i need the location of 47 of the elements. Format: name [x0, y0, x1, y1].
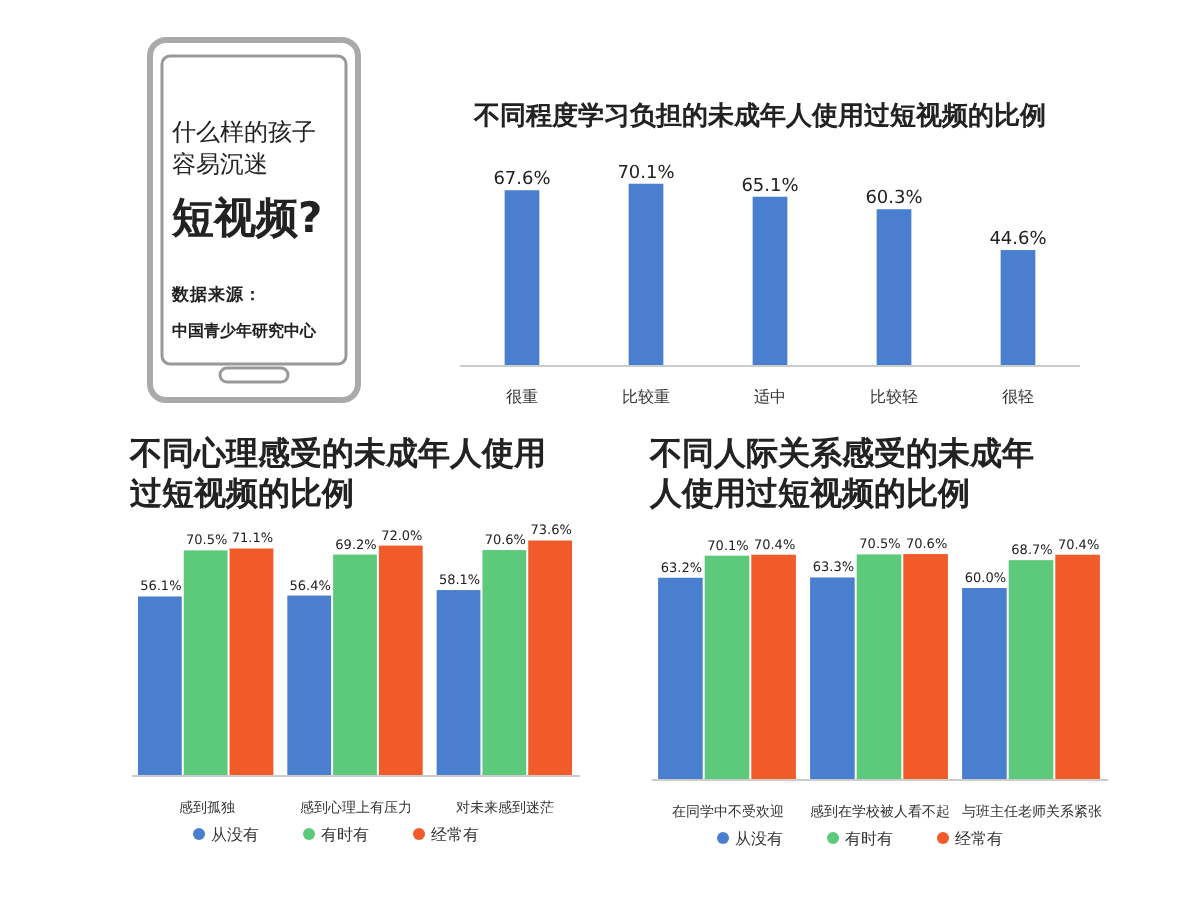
bar [287, 595, 332, 776]
data-label: 44.6% [989, 230, 1048, 251]
legend-label: 从没有 [735, 830, 783, 848]
x-tick-label: 比较轻 [870, 388, 918, 406]
x-tick-label: 很重 [506, 388, 538, 406]
x-tick-label: 很轻 [1002, 388, 1034, 406]
bar [482, 550, 527, 776]
bar [436, 590, 481, 776]
bar [876, 209, 912, 366]
legend-label: 从没有 [211, 826, 259, 844]
bar [752, 196, 788, 366]
data-label: 67.6% [493, 170, 552, 191]
bar [504, 190, 540, 366]
bar [1055, 554, 1100, 780]
legend-label: 有时有 [845, 830, 893, 848]
bar [962, 588, 1007, 780]
bar [856, 554, 902, 780]
chart-title: 不同人际关系感受的未成年人使用过短视频的比例 [648, 434, 1034, 512]
bar [903, 554, 948, 780]
legend-label: 经常有 [955, 830, 1003, 848]
text: 什么样的孩子 [170, 118, 316, 146]
bar [1000, 250, 1036, 366]
bar [183, 550, 228, 776]
source-note: 数据来源： [170, 284, 262, 306]
chart-title: 不同心理感受的未成年人使用过短视频的比例 [128, 434, 546, 512]
legend-label: 有时有 [321, 826, 369, 844]
legend-label: 经常有 [431, 826, 479, 844]
text: 容易沉迷 [172, 150, 268, 178]
bar [528, 540, 573, 776]
x-tick-label: 比较重 [622, 388, 670, 406]
bar [1008, 560, 1054, 780]
data-label: 65.1% [741, 176, 800, 197]
bar [658, 577, 703, 780]
data-label: 70.1% [617, 163, 676, 184]
bar [751, 554, 796, 780]
chart-title: 不同程度学习负担的未成年人使用过短视频的比例 [472, 100, 1046, 132]
bar [628, 183, 664, 366]
text: 中国青少年研究中心 [172, 320, 318, 340]
bar [378, 545, 423, 776]
bar [137, 596, 182, 776]
bar [229, 548, 274, 776]
x-tick-label: 适中 [754, 388, 786, 406]
bar [810, 577, 855, 780]
text: 短视频? [170, 194, 323, 242]
bar [704, 555, 750, 780]
data-label: 60.3% [865, 189, 924, 210]
bar [333, 554, 377, 776]
